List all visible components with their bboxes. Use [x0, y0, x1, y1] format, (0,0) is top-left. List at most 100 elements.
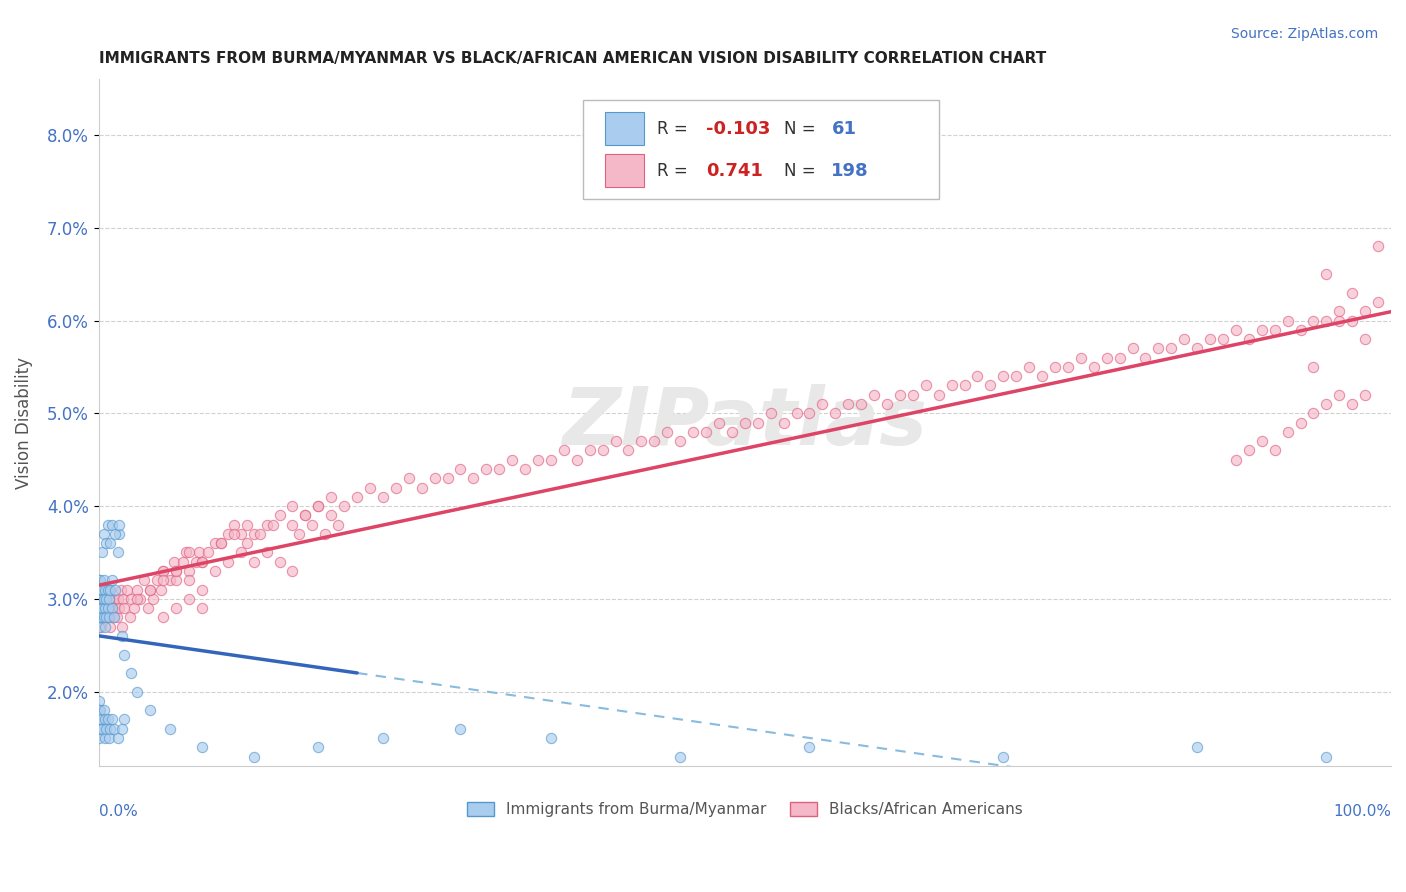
Point: [863, 388, 886, 402]
Point: [97, 610, 120, 624]
Point: [966, 369, 988, 384]
Point: [107, 731, 129, 745]
Point: [112, 591, 135, 606]
Point: [87, 620, 110, 634]
FancyBboxPatch shape: [605, 112, 644, 145]
Point: [423, 471, 446, 485]
Point: [488, 462, 510, 476]
Point: [188, 545, 211, 559]
Point: [127, 684, 149, 698]
Point: [90, 591, 112, 606]
Point: [578, 443, 600, 458]
Point: [294, 508, 316, 523]
Point: [540, 452, 562, 467]
Point: [1005, 369, 1028, 384]
Point: [114, 713, 136, 727]
Point: [93, 574, 115, 588]
Point: [172, 555, 194, 569]
FancyBboxPatch shape: [605, 153, 644, 186]
Point: [90, 591, 112, 606]
Point: [191, 555, 214, 569]
Point: [914, 378, 936, 392]
Point: [224, 527, 246, 541]
Point: [617, 443, 640, 458]
Point: [1199, 332, 1222, 346]
Point: [643, 434, 665, 449]
Point: [96, 601, 118, 615]
Point: [93, 601, 115, 615]
Point: [1367, 295, 1389, 310]
Point: [224, 517, 246, 532]
Point: [97, 731, 120, 745]
Point: [93, 591, 115, 606]
Point: [1212, 332, 1234, 346]
Point: [127, 582, 149, 597]
Point: [115, 582, 138, 597]
Point: [1302, 406, 1324, 420]
Point: [87, 610, 110, 624]
Point: [1354, 304, 1376, 318]
Point: [1043, 359, 1066, 374]
Point: [1277, 313, 1299, 327]
Text: N =: N =: [783, 162, 821, 180]
Point: [209, 536, 232, 550]
Point: [682, 425, 704, 439]
Text: IMMIGRANTS FROM BURMA/MYANMAR VS BLACK/AFRICAN AMERICAN VISION DISABILITY CORREL: IMMIGRANTS FROM BURMA/MYANMAR VS BLACK/A…: [98, 51, 1046, 66]
Point: [111, 722, 134, 736]
Point: [1315, 313, 1337, 327]
Point: [1160, 342, 1182, 356]
Point: [242, 527, 264, 541]
Point: [90, 601, 112, 615]
Point: [191, 555, 214, 569]
Point: [97, 610, 120, 624]
Point: [321, 490, 343, 504]
Point: [513, 462, 536, 476]
Point: [111, 620, 134, 634]
Point: [1031, 369, 1053, 384]
Point: [89, 574, 111, 588]
Point: [281, 517, 304, 532]
Point: [152, 610, 174, 624]
Point: [96, 610, 118, 624]
Point: [301, 517, 323, 532]
Text: 0.741: 0.741: [706, 162, 763, 180]
Point: [103, 591, 125, 606]
Point: [191, 601, 214, 615]
Point: [152, 564, 174, 578]
Point: [184, 555, 207, 569]
Point: [94, 601, 117, 615]
Point: [217, 555, 239, 569]
Text: R =: R =: [657, 120, 693, 138]
Point: [1315, 267, 1337, 281]
Text: 0.0%: 0.0%: [98, 804, 138, 819]
Point: [127, 591, 149, 606]
Point: [89, 582, 111, 597]
FancyBboxPatch shape: [583, 100, 939, 200]
Point: [91, 582, 114, 597]
Point: [162, 555, 184, 569]
Legend: Immigrants from Burma/Myanmar, Blacks/African Americans: Immigrants from Burma/Myanmar, Blacks/Af…: [460, 796, 1029, 823]
Point: [111, 629, 134, 643]
Text: ZIPatlas: ZIPatlas: [562, 384, 928, 461]
Point: [1070, 351, 1092, 365]
Point: [837, 397, 859, 411]
Point: [786, 406, 808, 420]
Point: [120, 666, 142, 681]
Point: [1121, 342, 1143, 356]
Point: [165, 564, 187, 578]
Point: [97, 713, 120, 727]
Point: [799, 406, 821, 420]
Point: [236, 517, 259, 532]
Point: [89, 591, 111, 606]
Point: [463, 471, 485, 485]
Point: [87, 574, 110, 588]
Point: [90, 610, 112, 624]
Point: [89, 601, 111, 615]
Point: [346, 490, 368, 504]
Point: [87, 703, 110, 717]
Point: [93, 527, 115, 541]
Point: [87, 591, 110, 606]
Point: [540, 731, 562, 745]
Point: [1147, 342, 1170, 356]
Point: [1302, 359, 1324, 374]
